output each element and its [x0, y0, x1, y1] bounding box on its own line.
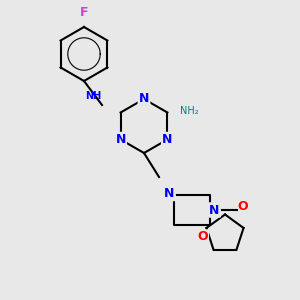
Text: N: N: [209, 203, 220, 217]
Text: NH: NH: [85, 91, 101, 101]
Text: O: O: [197, 230, 208, 244]
Text: N: N: [139, 92, 149, 106]
Text: O: O: [238, 200, 248, 214]
Text: N: N: [116, 133, 126, 146]
Text: NH₂: NH₂: [180, 106, 199, 116]
Text: F: F: [80, 7, 88, 20]
Text: N: N: [162, 133, 172, 146]
Text: N: N: [164, 187, 175, 200]
